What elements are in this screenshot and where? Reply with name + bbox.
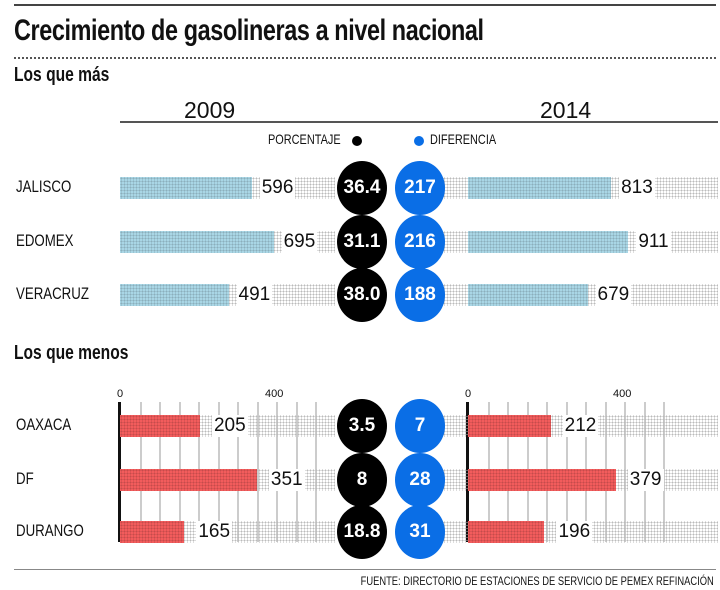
bar-2014 bbox=[468, 231, 629, 253]
axis-line bbox=[118, 402, 121, 542]
difference-circle: 188 bbox=[395, 268, 445, 322]
percentage-circle: 38.0 bbox=[337, 268, 387, 322]
value-2014: 679 bbox=[595, 284, 632, 306]
year-2009-label: 2009 bbox=[184, 97, 236, 123]
source-note: FUENTE: DIRECTORIO DE ESTACIONES DE SERV… bbox=[261, 574, 714, 588]
state-label-text: OAXACA bbox=[16, 415, 72, 434]
percentage-circle: 18.8 bbox=[337, 505, 387, 559]
legend-difference-marker bbox=[414, 136, 424, 146]
axis-tick-label: 0 bbox=[117, 388, 124, 400]
value-2009: 491 bbox=[236, 284, 273, 306]
value-2014: 196 bbox=[556, 521, 593, 543]
difference-circle: 28 bbox=[395, 453, 445, 507]
chart-title: Crecimiento de gasolineras a nivel nacio… bbox=[14, 14, 616, 48]
section-title-less-text: Los que menos bbox=[14, 342, 129, 364]
section-title-more-text: Los que más bbox=[14, 64, 110, 86]
legend-percentage: PORCENTAJE bbox=[268, 131, 361, 147]
value-2009: 596 bbox=[259, 177, 296, 199]
axis-tick-label: 0 bbox=[465, 388, 472, 400]
legend-percentage-marker bbox=[352, 136, 362, 146]
bar-2014 bbox=[468, 415, 551, 437]
state-label-text: VERACRUZ bbox=[16, 284, 89, 303]
state-label-text: DURANGO bbox=[16, 521, 84, 540]
axis-tick-label: 400 bbox=[613, 388, 632, 400]
bar-2014 bbox=[468, 177, 612, 199]
state-label-text: EDOMEX bbox=[16, 231, 74, 250]
difference-circle: 217 bbox=[395, 161, 445, 215]
bar-2009 bbox=[120, 177, 252, 199]
bar-2009 bbox=[120, 284, 229, 306]
state-label: OAXACA bbox=[16, 415, 87, 435]
value-2009: 165 bbox=[196, 521, 233, 543]
state-label-text: DF bbox=[16, 469, 34, 488]
state-label: DF bbox=[16, 469, 39, 489]
source-text: FUENTE: DIRECTORIO DE ESTACIONES DE SERV… bbox=[360, 574, 714, 588]
difference-circle: 31 bbox=[395, 505, 445, 559]
value-2014: 212 bbox=[562, 415, 599, 437]
bottom-rule bbox=[14, 569, 716, 570]
bar-2009 bbox=[120, 521, 185, 543]
bar-2014 bbox=[468, 469, 616, 491]
value-2009: 351 bbox=[268, 469, 305, 491]
percentage-circle: 8 bbox=[337, 453, 387, 507]
bar-2014 bbox=[468, 521, 545, 543]
legend-difference: DIFERENCIA bbox=[430, 131, 515, 147]
year-rule bbox=[120, 121, 718, 123]
value-2014: 911 bbox=[636, 231, 671, 253]
percentage-circle: 36.4 bbox=[337, 161, 387, 215]
section-title-less: Los que menos bbox=[14, 342, 161, 365]
bar-2009 bbox=[120, 231, 274, 253]
bar-2009 bbox=[120, 415, 200, 437]
bar-2014 bbox=[468, 284, 588, 306]
value-2014: 813 bbox=[619, 177, 655, 199]
dotted-divider bbox=[14, 57, 716, 59]
axis-tick-label: 400 bbox=[265, 388, 284, 400]
state-label: DURANGO bbox=[16, 521, 103, 541]
value-2009: 205 bbox=[211, 415, 248, 437]
value-2014: 379 bbox=[627, 469, 664, 491]
percentage-circle: 31.1 bbox=[337, 215, 387, 269]
difference-circle: 7 bbox=[395, 399, 445, 453]
bar-2009 bbox=[120, 469, 257, 491]
year-2014-label: 2014 bbox=[540, 97, 592, 123]
state-label: EDOMEX bbox=[16, 231, 90, 251]
percentage-circle: 3.5 bbox=[337, 399, 387, 453]
legend-difference-text: DIFERENCIA bbox=[430, 131, 497, 147]
legend-percentage-text: PORCENTAJE bbox=[268, 131, 341, 147]
state-label: JALISCO bbox=[16, 177, 87, 197]
chart-title-text: Crecimiento de gasolineras a nivel nacio… bbox=[14, 14, 484, 47]
state-label-text: JALISCO bbox=[16, 177, 72, 196]
top-rule bbox=[14, 4, 716, 6]
difference-circle: 216 bbox=[395, 215, 445, 269]
state-label: VERACRUZ bbox=[16, 284, 110, 304]
section-title-more: Los que más bbox=[14, 64, 136, 87]
value-2009: 695 bbox=[281, 231, 318, 253]
